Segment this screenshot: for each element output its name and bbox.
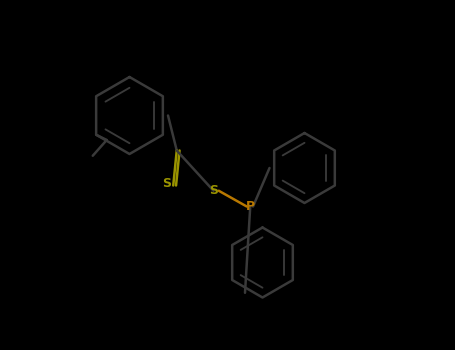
Text: P: P xyxy=(246,200,255,213)
Text: S: S xyxy=(209,184,218,197)
Text: S: S xyxy=(162,177,172,190)
